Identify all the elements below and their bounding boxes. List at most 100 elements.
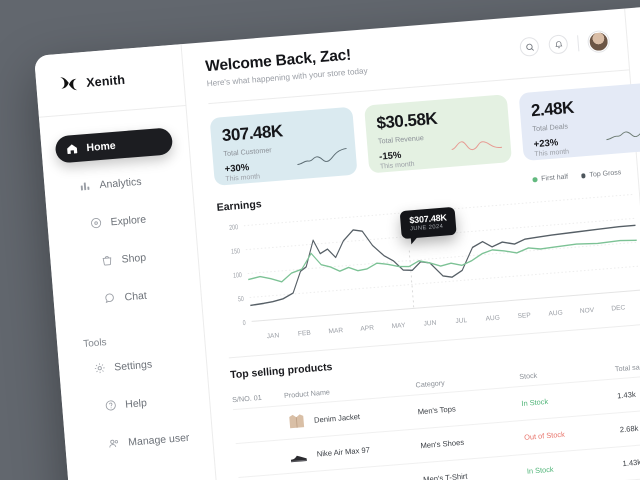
sidebar-item-analytics[interactable]: Analytics — [56, 165, 181, 202]
earnings-chart-block: Earnings First half Top Gross — [215, 152, 640, 343]
search-icon — [525, 43, 534, 51]
sidebar-item-label: Home — [86, 139, 117, 154]
chart-plot-area: 200 150 100 50 0 — [218, 184, 640, 335]
status-badge: In Stock — [521, 396, 549, 409]
column-header-category: Category — [415, 378, 446, 390]
sidebar-item-shop[interactable]: Shop — [62, 241, 187, 278]
chart-tooltip: $307.48K JUNE 2024 — [399, 206, 458, 240]
x-tick: AUG — [485, 314, 501, 323]
stat-card-total-deals[interactable]: 2.48K Total Deals +23% This month — [518, 81, 640, 162]
row-sno — [234, 422, 286, 426]
sidebar-item-manage-user[interactable]: Manage user — [76, 423, 201, 460]
search-button[interactable] — [519, 36, 540, 57]
status-badge: In Stock — [526, 464, 554, 476]
table-row[interactable]: Nike Air Max 97 Men's Shoes Out of Stock… — [235, 410, 640, 478]
row-sales: 2.68k — [619, 423, 639, 435]
brand-name: Xenith — [85, 72, 126, 90]
status-badge: Out of Stock — [523, 429, 566, 442]
x-tick: FEB — [297, 329, 312, 338]
top-selling-products: Top selling products S/NO. 01 Product Na… — [228, 323, 640, 480]
sidebar-item-label: Help — [124, 396, 148, 411]
x-tick: MAY — [391, 322, 406, 331]
top-actions — [519, 30, 610, 57]
header-divider — [577, 34, 580, 51]
main-content: Welcome Back, Zac! Here's what happening… — [182, 8, 640, 480]
row-product: Denim Jacket — [285, 401, 418, 433]
sidebar-item-label: Analytics — [99, 175, 142, 191]
legend-label: First half — [540, 173, 569, 183]
chat-icon — [105, 293, 114, 304]
x-tick: SEP — [517, 312, 532, 321]
legend-label: Top Gross — [589, 169, 622, 179]
denim-jacket-thumb-icon — [289, 414, 305, 429]
sparkline-icon — [297, 147, 347, 166]
table-row[interactable]: Denim Jacket Men's Tops In Stock 1.43k — [233, 376, 640, 445]
sidebar-item-settings[interactable]: Settings — [70, 347, 195, 384]
help-icon — [105, 400, 116, 411]
notifications-button[interactable] — [548, 34, 569, 55]
x-tick: AUG — [548, 309, 563, 318]
svg-text:150: 150 — [231, 247, 241, 256]
legend-dot-icon — [580, 173, 586, 179]
welcome-block: Welcome Back, Zac! Here's what happening… — [205, 33, 521, 88]
analytics-icon — [80, 182, 90, 191]
sidebar-item-label: Shop — [121, 251, 147, 266]
sidebar-item-help[interactable]: Help — [73, 385, 198, 422]
sidebar: Xenith Home Analytics — [34, 44, 224, 480]
x-mark-logo-icon — [60, 77, 78, 91]
avatar[interactable] — [587, 30, 610, 52]
gear-icon — [94, 363, 105, 374]
primary-nav: Home Analytics Explore — [39, 106, 214, 472]
legend-dot-icon — [532, 177, 538, 183]
x-tick: DEC — [611, 304, 626, 313]
stat-cards: 307.48K Total Customer +30% This month $… — [208, 70, 640, 186]
x-tick: NOV — [579, 306, 595, 316]
sidebar-item-label: Chat — [124, 289, 148, 303]
stat-card-total-customer[interactable]: 307.48K Total Customer +30% This month — [209, 106, 358, 186]
stat-card-total-revenue[interactable]: $30.58K Total Revenue -15% This month — [364, 94, 513, 174]
home-icon — [67, 144, 78, 154]
sparkline-icon — [451, 141, 503, 151]
column-header-sales: Total sales — [614, 361, 640, 374]
bell-icon — [554, 40, 562, 48]
sidebar-item-label: Explore — [110, 213, 147, 228]
row-sales: 1.43k — [616, 389, 637, 401]
chart-legend: First half Top Gross — [532, 168, 638, 184]
row-product-name: Denim Jacket — [313, 412, 361, 425]
x-tick: APR — [360, 324, 375, 333]
legend-item-top-gross[interactable]: Top Gross — [580, 169, 622, 179]
svg-text:0: 0 — [242, 319, 246, 327]
x-tick: JUN — [423, 319, 437, 328]
earnings-line-chart: 200 150 100 50 0 — [229, 193, 640, 327]
main-region: Welcome Back, Zac! Here's what happening… — [182, 0, 640, 480]
sidebar-item-label: Manage user — [127, 431, 190, 449]
svg-text:200: 200 — [229, 224, 239, 233]
users-icon — [109, 439, 119, 448]
sidebar-item-home[interactable]: Home — [54, 127, 174, 164]
brand: Xenith — [34, 44, 186, 118]
sparkline-icon — [606, 123, 640, 141]
row-category: Men's Shoes — [420, 437, 465, 451]
legend-item-first-half[interactable]: First half — [532, 173, 569, 184]
row-category: Men's T-Shirt — [422, 471, 468, 480]
x-tick: JUL — [455, 317, 468, 326]
row-product-name: Nike Air Max 97 — [316, 445, 371, 459]
dashboard-window: Xenith Home Analytics — [34, 0, 640, 480]
sidebar-item-label: Settings — [113, 358, 153, 374]
column-header-sno: S/NO. 01 — [231, 392, 263, 405]
row-sales: 1.43k — [622, 457, 640, 469]
svg-text:50: 50 — [238, 295, 245, 303]
topbar: Welcome Back, Zac! Here's what happening… — [203, 8, 630, 105]
sneaker-thumb-icon — [290, 455, 307, 463]
explore-icon — [91, 218, 102, 229]
sidebar-item-explore[interactable]: Explore — [59, 203, 184, 240]
sidebar-item-chat[interactable]: Chat — [65, 278, 190, 315]
x-tick: MAR — [328, 327, 344, 336]
row-category: Men's Tops — [417, 404, 457, 417]
row-product: Nike Air Max 97 — [288, 435, 421, 467]
x-tick: JAN — [266, 332, 280, 341]
svg-text:100: 100 — [233, 271, 243, 280]
row-sno — [237, 456, 289, 460]
shop-icon — [102, 256, 112, 266]
